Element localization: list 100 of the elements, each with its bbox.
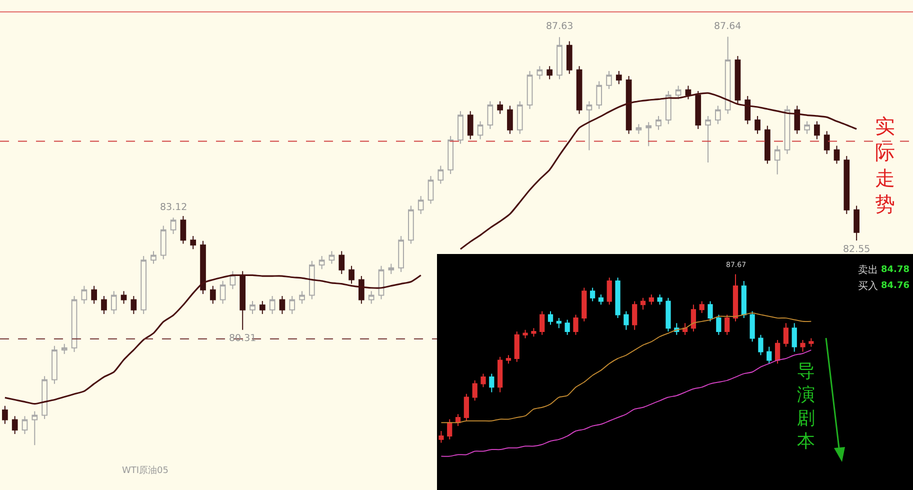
candlestick [42, 376, 48, 420]
candlestick [766, 346, 772, 364]
candlestick [22, 416, 28, 435]
candlestick [101, 296, 107, 315]
candlestick [464, 393, 469, 422]
candlestick [708, 300, 713, 322]
candlestick [794, 105, 800, 134]
candlestick [844, 155, 850, 214]
candlestick [754, 115, 760, 134]
candlestick [170, 217, 176, 234]
candlestick [526, 70, 533, 110]
candlestick [480, 373, 486, 388]
candlestick [784, 105, 790, 154]
annotation: 卖出 [858, 264, 878, 276]
candlestick [596, 80, 602, 110]
candlestick [626, 75, 632, 134]
candlestick [61, 343, 68, 355]
candlestick [657, 294, 662, 306]
candlestick [269, 296, 276, 315]
candlestick [586, 100, 592, 151]
candlestick [110, 290, 117, 315]
candlestick [744, 95, 751, 125]
candlestick [734, 55, 741, 105]
candlestick [566, 40, 572, 74]
candlestick [458, 110, 464, 144]
candlestick [606, 277, 612, 306]
candlestick [12, 416, 18, 435]
candlestick [2, 405, 8, 424]
candlestick [656, 115, 662, 130]
candlestick [590, 287, 596, 302]
candlestick [834, 145, 840, 164]
annotation: 买入 [858, 280, 878, 292]
candlestick [690, 304, 696, 332]
candlestick [418, 196, 424, 214]
candlestick [448, 135, 454, 174]
candlestick [646, 122, 652, 147]
candlestick [741, 280, 746, 319]
candlestick [438, 165, 444, 184]
candlestick [140, 256, 147, 315]
annotation: 80.31 [229, 333, 256, 344]
candlestick [160, 225, 166, 260]
candlestick [259, 300, 266, 315]
candlestick [487, 100, 494, 130]
candlestick [615, 277, 620, 319]
candlestick [576, 66, 582, 114]
candlestick [130, 296, 137, 315]
candlestick [636, 124, 642, 134]
candlestick [368, 290, 374, 304]
candlestick [556, 318, 562, 329]
candlestick [279, 296, 286, 315]
candlestick [705, 115, 711, 164]
annotation: 82.55 [843, 244, 870, 255]
candlestick [398, 236, 404, 272]
text: 84.76 [881, 281, 910, 291]
candlestick [536, 66, 543, 80]
candlestick [467, 110, 474, 140]
candlestick [91, 285, 97, 304]
candlestick [582, 287, 587, 322]
candlestick [71, 296, 78, 352]
candlestick [180, 216, 186, 244]
candlestick [472, 380, 478, 402]
candlestick [210, 285, 216, 304]
candlestick [388, 263, 394, 274]
candlestick [606, 70, 612, 90]
candlestick [514, 331, 520, 362]
candlestick [81, 285, 88, 304]
candlestick [540, 310, 545, 336]
candlestick [598, 294, 604, 306]
candlestick [682, 322, 688, 336]
candlestick [675, 85, 682, 100]
annotation: 83.12 [160, 202, 188, 213]
candlestick [666, 297, 671, 332]
annotation: 87.64 [714, 21, 742, 32]
candlestick [220, 280, 226, 304]
candlestick [546, 66, 553, 80]
candlestick [814, 120, 820, 140]
text: WTI原油05 [122, 465, 169, 476]
candlestick [200, 240, 206, 294]
candlestick [438, 430, 444, 444]
candlestick [716, 314, 722, 336]
candlestick [774, 145, 780, 175]
candlestick [764, 125, 770, 164]
candlestick [299, 290, 305, 304]
candlestick [854, 205, 860, 242]
candlestick [497, 100, 503, 114]
candlestick [428, 175, 434, 204]
candlestick [640, 297, 646, 310]
candlestick [808, 338, 814, 348]
candlestick [120, 290, 127, 304]
candlestick [758, 334, 764, 356]
text: 84.78 [881, 265, 910, 275]
candlestick [824, 130, 830, 154]
candlestick [289, 296, 296, 315]
candlestick [338, 250, 345, 274]
candlestick [564, 319, 570, 336]
candlestick [774, 339, 780, 364]
candlestick [548, 310, 554, 326]
candlestick [506, 354, 512, 364]
candlestick [498, 356, 503, 393]
candlestick [507, 105, 513, 134]
